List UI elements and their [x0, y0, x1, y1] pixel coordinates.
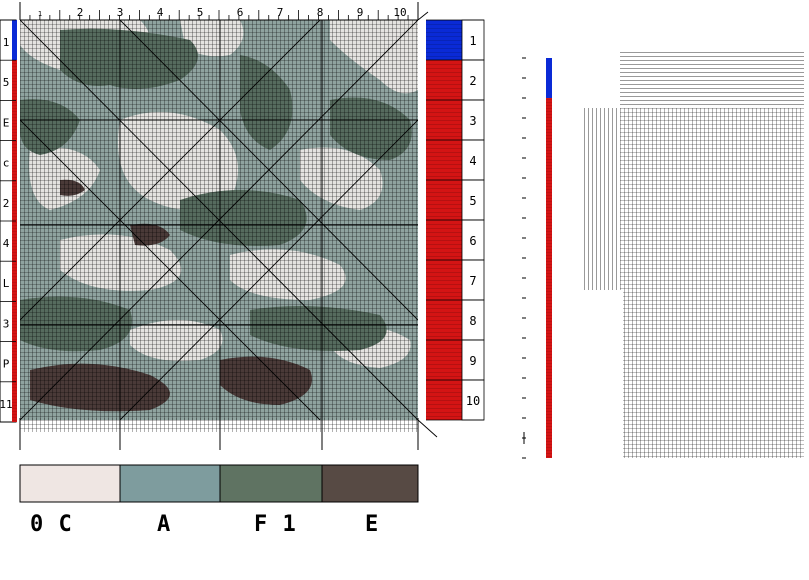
vertical-bar-red	[546, 98, 552, 458]
top-ruler-label: 10	[393, 6, 406, 19]
swatch-label-a: A	[157, 512, 172, 537]
palette-swatch-f1	[219, 464, 323, 503]
right-column-label: 5	[469, 194, 476, 208]
right-column-label: 6	[469, 234, 476, 248]
left-ruler: 1 5 Ec 2 4 L 3 P 11	[0, 19, 17, 423]
left-ruler-label: 3	[3, 317, 10, 330]
palette-swatch-0c	[19, 464, 121, 503]
right-column-label: 7	[469, 274, 476, 288]
middle-tick-ruler	[522, 57, 526, 459]
top-ruler-label: 5	[197, 6, 204, 19]
left-ruler-label: 5	[3, 76, 10, 89]
palette-swatch-a	[119, 464, 221, 503]
corner-diagonal-out-top	[417, 11, 429, 21]
bottom-tick-marks	[19, 418, 419, 450]
right-column-label: 2	[469, 74, 476, 88]
swatch-label-f1: F 1	[254, 512, 297, 537]
left-ruler-label: 4	[3, 237, 10, 250]
pattern-panel	[583, 52, 804, 458]
bottom-grid-strip	[20, 418, 418, 432]
swatch-label-0c: 0 C	[30, 512, 73, 537]
vertical-bar-blue	[546, 58, 552, 98]
right-column-label: 9	[469, 354, 476, 368]
left-ruler-label: 2	[3, 197, 10, 210]
top-ruler-label: 4	[157, 6, 164, 19]
palette-swatches	[19, 464, 419, 503]
palette-swatch-e	[321, 464, 419, 503]
left-ruler-label: E	[3, 116, 10, 129]
upper-grid-block	[620, 108, 804, 290]
fine-grid-overlay	[20, 20, 418, 420]
top-ruler-label: 7	[277, 6, 284, 19]
left-ruler-label: P	[3, 358, 10, 371]
swatch-label-e: E	[365, 512, 380, 537]
top-ruler-label: 1	[38, 10, 42, 18]
left-ruler-label: 11	[0, 398, 13, 411]
top-ruler-label: 6	[237, 6, 244, 19]
right-column-label: 10	[466, 394, 480, 408]
vertical-color-bar	[546, 58, 552, 458]
left-ruler-label: 1	[3, 36, 10, 49]
left-ruler-label: c	[3, 157, 10, 170]
right-column-label: 3	[469, 114, 476, 128]
top-ruler-label: 9	[357, 6, 364, 19]
top-ruler-label: 3	[117, 6, 124, 19]
right-column-label: 4	[469, 154, 476, 168]
right-numbered-column: 1 2 3 4 5 6 7 8 9 10	[426, 19, 485, 421]
horizontal-lines-block	[620, 52, 804, 107]
diagonal-guides	[20, 20, 418, 420]
top-ruler: 1 2 3 4 5 6 7 8 9 10	[19, 2, 419, 21]
camo-panel	[20, 20, 418, 420]
lower-grid-block	[623, 290, 804, 458]
right-column-label: 8	[469, 314, 476, 328]
corner-diagonal-out	[417, 419, 438, 438]
left-blue-bar	[12, 20, 17, 60]
top-ruler-label: 8	[317, 6, 324, 19]
left-ruler-label: L	[3, 277, 10, 290]
right-column-label: 1	[469, 34, 476, 48]
vertical-lines-block	[583, 108, 619, 290]
left-red-bar	[12, 60, 17, 422]
top-ruler-label: 2	[77, 6, 84, 19]
